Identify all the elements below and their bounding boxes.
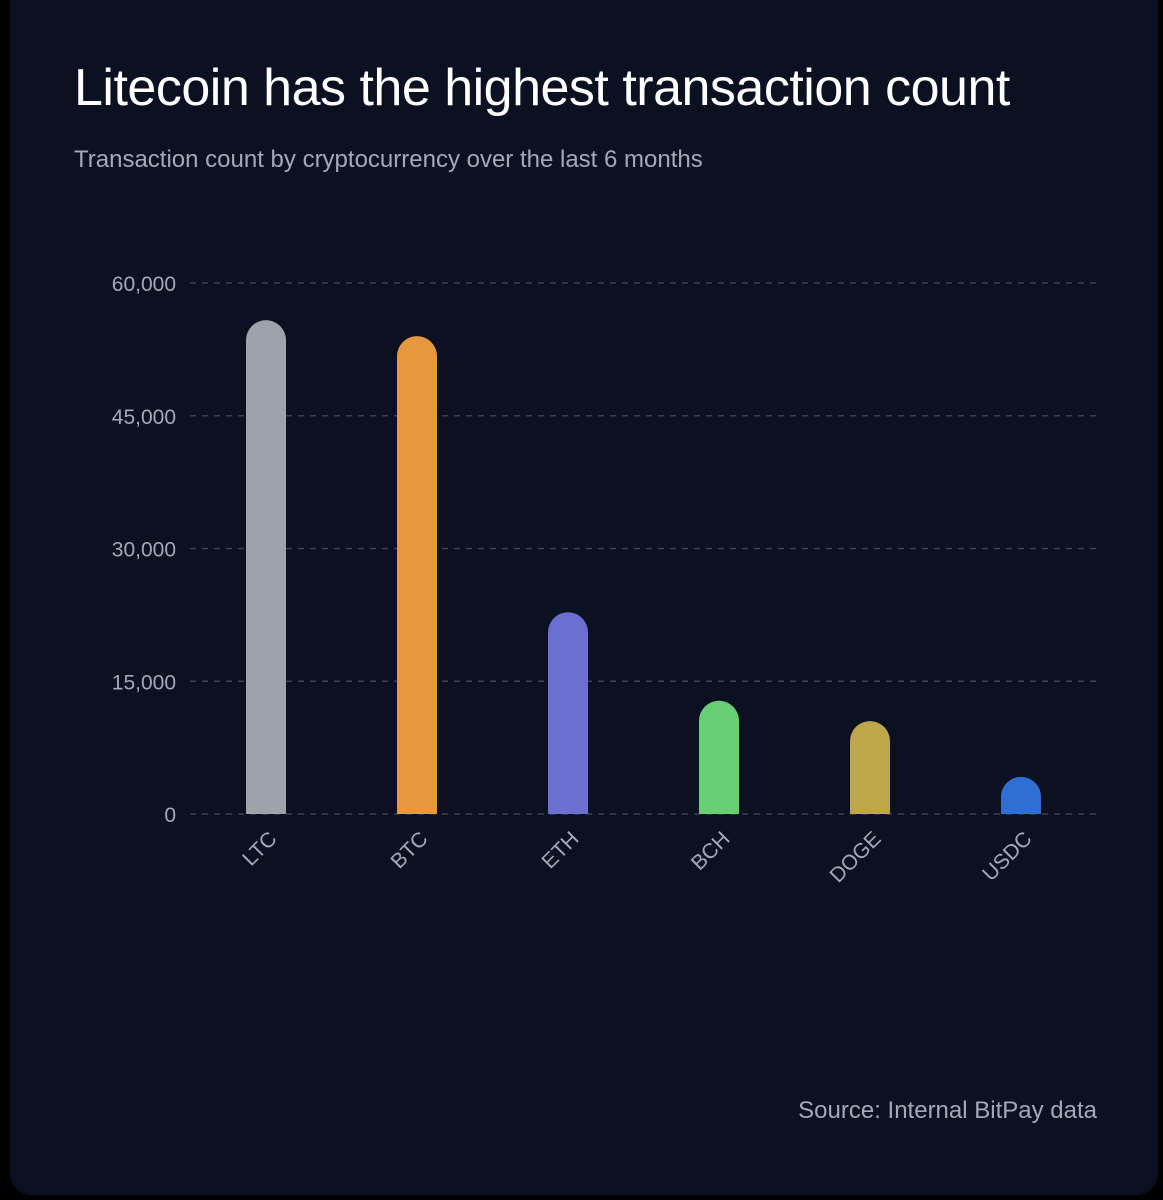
bar-usdc [1001,776,1041,814]
chart-subtitle: Transaction count by cryptocurrency over… [74,146,703,173]
bars [246,320,1041,814]
y-tick-label: 15,000 [112,671,176,694]
x-tick-label: BCH [687,827,735,875]
x-axis-ticks: LTC BTC ETH BCH DOGE USDC [238,827,1036,887]
y-axis-ticks: 0 15,000 30,000 45,000 60,000 [112,273,176,827]
x-tick-label: BTC [387,827,433,873]
y-tick-label: 0 [164,804,176,827]
bar-bch [699,700,739,814]
bar-eth [548,612,588,814]
grid-lines [190,282,1096,815]
bar-doge [850,721,890,814]
y-tick-label: 30,000 [112,539,176,562]
y-tick-label: 60,000 [112,273,176,296]
chart-title: Litecoin has the highest transaction cou… [74,59,1010,117]
bar-btc [397,336,437,814]
source-note: Source: Internal BitPay data [798,1097,1097,1124]
x-tick-label: DOGE [826,827,886,887]
chart-card: Litecoin has the highest transaction cou… [10,0,1158,1195]
x-tick-label: LTC [238,827,281,870]
bar-ltc [246,320,286,814]
bar-chart: 0 15,000 30,000 45,000 60,000 LTC BTC ETH BCH DO… [112,273,1096,887]
x-tick-label: ETH [538,827,584,873]
x-tick-label: USDC [978,827,1036,885]
y-tick-label: 45,000 [112,406,176,429]
